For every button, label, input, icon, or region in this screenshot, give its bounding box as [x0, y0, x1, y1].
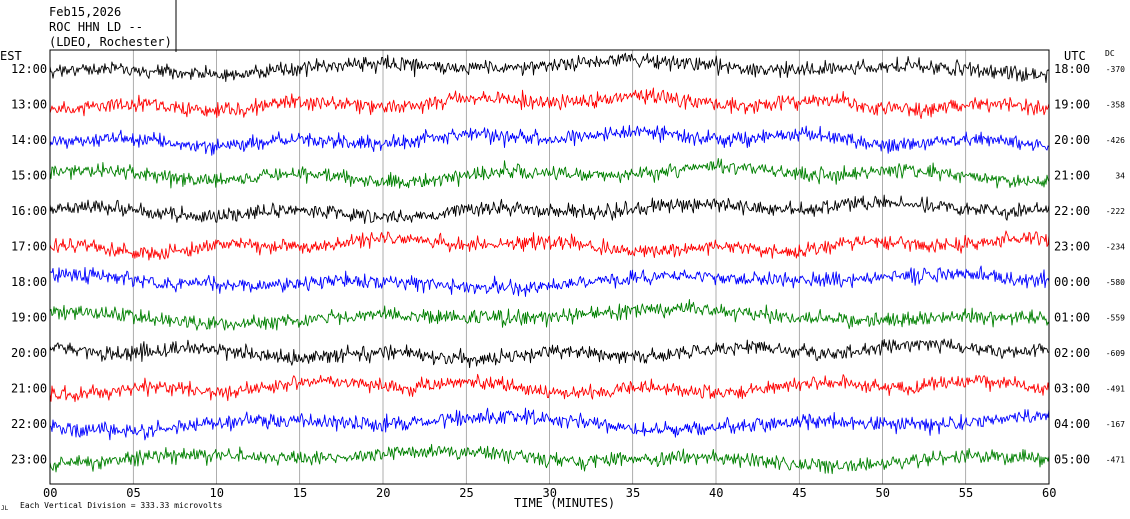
x-tick-10: 10: [210, 486, 224, 500]
trace-row-2100: [49, 373, 1050, 403]
x-tick-30: 30: [543, 486, 557, 500]
dc-offset-4: -222: [1106, 207, 1125, 216]
utc-time-1800: 18:00: [1054, 62, 1090, 76]
utc-time-1900: 19:00: [1054, 98, 1090, 112]
est-label: EST: [0, 49, 22, 63]
x-tick-50: 50: [876, 486, 890, 500]
x-tick-00: 00: [43, 486, 57, 500]
est-time-1500: 15:00: [11, 169, 47, 183]
dc-offset-1: -358: [1106, 101, 1125, 110]
x-tick-labels: 00 05 10 15 20 25 30 35 40 45 50 55 60: [43, 486, 1056, 500]
x-tick-15: 15: [293, 486, 307, 500]
est-time-labels: 12:00 13:00 14:00 15:00 16:00 17:00 18:00 19:00…: [11, 62, 47, 467]
est-time-1200: 12:00: [11, 62, 47, 76]
dc-offset-7: -559: [1106, 314, 1125, 323]
est-time-1700: 17:00: [11, 240, 47, 254]
trace-group: [49, 52, 1050, 475]
trace-row-1900: [49, 299, 1050, 331]
utc-time-2100: 21:00: [1054, 169, 1090, 183]
est-time-1600: 16:00: [11, 204, 47, 218]
corner-mark: JL: [1, 505, 9, 512]
est-time-2200: 22:00: [11, 417, 47, 431]
dc-header: DC: [1105, 49, 1115, 58]
trace-row-1800: [49, 265, 1050, 297]
x-tick-35: 35: [626, 486, 640, 500]
grid: [132, 50, 967, 484]
est-time-1300: 13:00: [11, 98, 47, 112]
dc-offset-0: -370: [1106, 65, 1125, 74]
trace-row-1500: [49, 157, 1050, 189]
trace-row-1200: [49, 52, 1050, 84]
x-tick-25: 25: [459, 486, 473, 500]
dc-offset-labels: -370 -358 -426 34 -222 -234 -580 -559 -609 -491 -1…: [1106, 65, 1125, 465]
x-tick-55: 55: [959, 486, 973, 500]
plot-frame: [49, 49, 1050, 485]
utc-time-0000: 00:00: [1054, 275, 1090, 289]
est-time-1900: 19:00: [11, 311, 47, 325]
utc-time-0200: 02:00: [1054, 346, 1090, 360]
trace-row-2200: [49, 407, 1050, 441]
dc-offset-9: -491: [1106, 385, 1125, 394]
utc-time-2300: 23:00: [1054, 240, 1090, 254]
dc-offset-6: -580: [1106, 278, 1125, 287]
utc-time-labels: 18:00 19:00 20:00 21:00 22:00 23:00 00:00 01:00…: [1054, 62, 1090, 467]
header-network: (LDEO, Rochester): [49, 35, 172, 49]
utc-time-0300: 03:00: [1054, 382, 1090, 396]
dc-offset-10: -167: [1106, 420, 1125, 429]
header-station: ROC HHN LD --: [49, 20, 143, 34]
dc-offset-8: -609: [1106, 349, 1125, 358]
x-tick-60: 60: [1042, 486, 1056, 500]
est-time-2300: 23:00: [11, 453, 47, 467]
dc-offset-3: 34: [1115, 172, 1125, 181]
utc-time-0500: 05:00: [1054, 453, 1090, 467]
trace-row-1700: [49, 230, 1050, 261]
dc-offset-5: -234: [1106, 243, 1125, 252]
est-time-2100: 21:00: [11, 382, 47, 396]
trace-row-1600: [49, 194, 1050, 225]
utc-time-0100: 01:00: [1054, 311, 1090, 325]
x-axis-title: TIME (MINUTES): [514, 496, 615, 510]
footer-scale-note: Each Vertical Division = 333.33 microvol…: [20, 501, 222, 510]
x-tick-45: 45: [792, 486, 806, 500]
est-time-1800: 18:00: [11, 275, 47, 289]
dc-offset-11: -471: [1106, 456, 1125, 465]
est-time-1400: 14:00: [11, 133, 47, 147]
header-date: Feb15,2026: [49, 5, 122, 19]
trace-row-1300: [49, 87, 1050, 120]
utc-time-2200: 22:00: [1054, 204, 1090, 218]
x-tick-05: 05: [126, 486, 140, 500]
dc-offset-2: -426: [1106, 136, 1125, 145]
trace-row-2300: [49, 443, 1050, 475]
utc-label: UTC: [1064, 49, 1086, 63]
x-tick-40: 40: [709, 486, 723, 500]
utc-time-0400: 04:00: [1054, 417, 1090, 431]
trace-row-2000: [49, 338, 1050, 369]
utc-time-2000: 20:00: [1054, 133, 1090, 147]
est-time-2000: 20:00: [11, 346, 47, 360]
trace-row-1400: [49, 124, 1050, 156]
x-tick-20: 20: [376, 486, 390, 500]
